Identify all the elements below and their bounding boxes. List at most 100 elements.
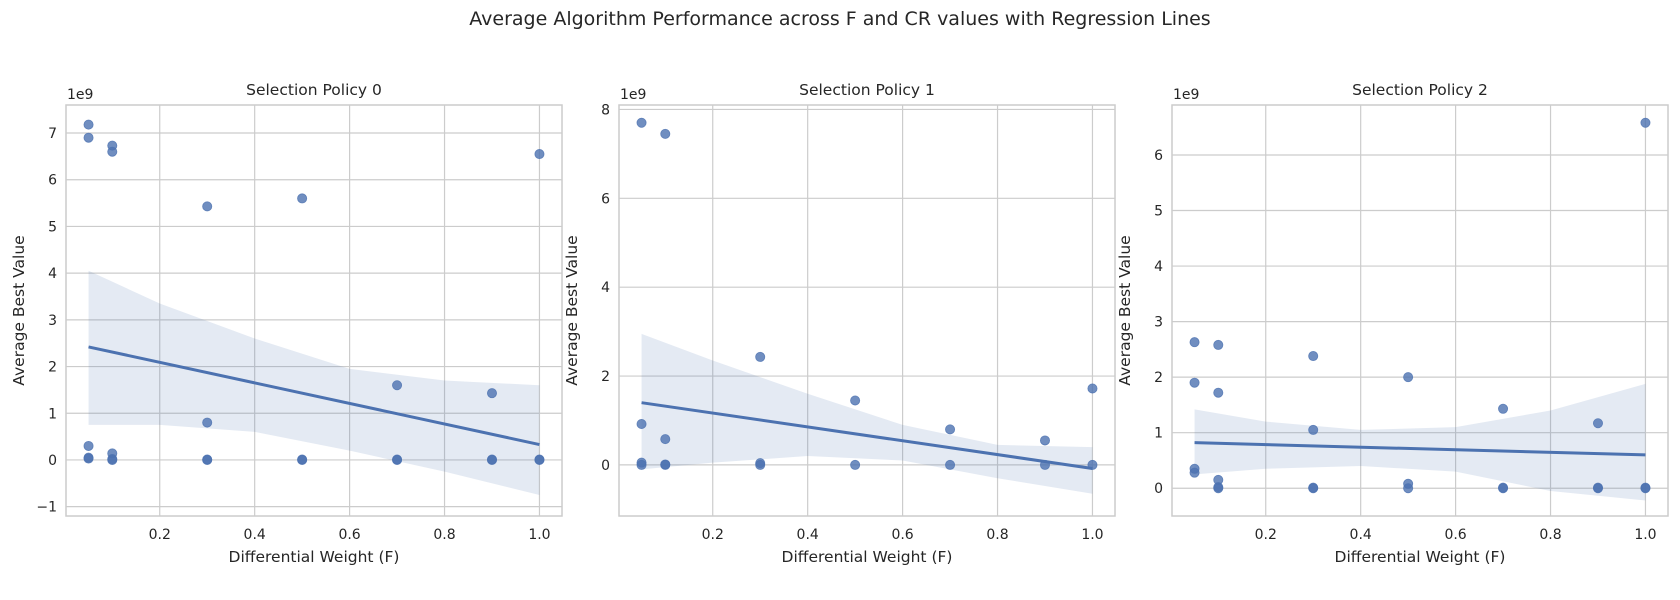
data-point xyxy=(534,454,545,465)
y-tick-label: 2 xyxy=(601,369,610,385)
axes-frame xyxy=(1171,104,1669,517)
y-tick-label: −1 xyxy=(36,500,57,516)
data-point xyxy=(392,380,403,391)
x-tick-label: 1.0 xyxy=(528,527,550,543)
x-tick-label: 0.8 xyxy=(433,527,455,543)
data-point xyxy=(1498,403,1509,414)
data-point xyxy=(1189,377,1200,388)
data-point xyxy=(297,454,308,465)
data-point xyxy=(534,149,545,160)
y-offset-label: 1e9 xyxy=(620,87,646,103)
y-tick-label: 3 xyxy=(1154,315,1163,331)
y-tick-label: 0 xyxy=(48,453,57,469)
y-tick-label: 6 xyxy=(1154,148,1163,164)
subplot-1: 0.2 0.4 0.6 0.8 1.0 0 2 4 6 8 1e9 Selection Policy … xyxy=(563,81,1116,566)
data-point xyxy=(660,128,671,139)
data-point xyxy=(636,419,647,430)
data-point xyxy=(1640,117,1651,128)
x-tick-label: 0.4 xyxy=(1350,527,1372,543)
data-point xyxy=(202,417,213,428)
x-tick-label: 0.2 xyxy=(1255,527,1277,543)
data-point xyxy=(660,459,671,470)
y-tick-label: 4 xyxy=(48,266,57,282)
data-point xyxy=(945,459,956,470)
x-tick-label: 0.6 xyxy=(891,527,913,543)
data-point xyxy=(755,351,766,362)
y-offset-label: 1e9 xyxy=(67,87,93,103)
data-point xyxy=(1189,467,1200,478)
y-tick-label: 0 xyxy=(601,458,610,474)
subplot-2: 0.2 0.4 0.6 0.8 1.0 0 1 2 3 4 5 6 1e9 Selection Polic… xyxy=(1116,81,1669,566)
data-point xyxy=(755,459,766,470)
y-tick-label: 2 xyxy=(48,360,57,376)
axes-frame xyxy=(618,104,1116,517)
x-tick-label: 0.2 xyxy=(702,527,724,543)
data-point xyxy=(1189,337,1200,348)
subplot-title: Selection Policy 0 xyxy=(246,81,382,99)
data-point xyxy=(1308,424,1319,435)
data-point xyxy=(636,117,647,128)
data-point xyxy=(1087,383,1098,394)
x-tick-label: 1.0 xyxy=(1081,527,1103,543)
subplot-title: Selection Policy 2 xyxy=(1352,81,1488,99)
data-point xyxy=(1213,339,1224,350)
data-point xyxy=(1308,483,1319,494)
data-point xyxy=(945,424,956,435)
data-point xyxy=(1498,483,1509,494)
x-axis-label: Differential Weight (F) xyxy=(1335,548,1506,566)
y-tick-label: 1 xyxy=(1154,426,1163,442)
data-point xyxy=(1308,351,1319,362)
data-point xyxy=(636,459,647,470)
y-tick-label: 6 xyxy=(601,191,610,207)
data-point xyxy=(1640,483,1651,494)
data-point xyxy=(202,454,213,465)
confidence-band xyxy=(1194,383,1646,501)
data-point xyxy=(392,454,403,465)
data-point xyxy=(83,440,94,451)
data-point xyxy=(83,453,94,464)
y-axis-label: Average Best Value xyxy=(563,235,581,385)
confidence-band xyxy=(641,333,1093,494)
y-tick-label: 5 xyxy=(1154,204,1163,220)
data-point xyxy=(202,201,213,212)
regression-line xyxy=(641,401,1093,470)
data-point xyxy=(83,119,94,130)
y-tick-label: 6 xyxy=(48,173,57,189)
figure-title: Average Algorithm Performance across F a… xyxy=(469,8,1211,30)
regression-line xyxy=(88,345,540,447)
x-tick-label: 0.4 xyxy=(797,527,819,543)
subplot-0: 0.2 0.4 0.6 0.8 1.0 −1 0 1 2 3 4 5 6 7 1e9 Selection Po… xyxy=(10,81,563,566)
data-point xyxy=(1403,372,1414,383)
data-point xyxy=(1213,483,1224,494)
data-point xyxy=(486,388,497,399)
data-point xyxy=(1039,435,1050,446)
data-point xyxy=(83,132,94,143)
subplot-title: Selection Policy 1 xyxy=(799,81,935,99)
y-axis-label: Average Best Value xyxy=(1116,235,1134,385)
x-tick-label: 0.4 xyxy=(244,527,266,543)
x-axis-label: Differential Weight (F) xyxy=(782,548,953,566)
y-tick-label: 4 xyxy=(601,280,610,296)
data-point xyxy=(850,395,861,406)
data-point xyxy=(486,454,497,465)
data-point xyxy=(850,459,861,470)
x-axis-label: Differential Weight (F) xyxy=(229,548,400,566)
y-axis-label: Average Best Value xyxy=(10,235,28,385)
data-point xyxy=(297,193,308,204)
data-point xyxy=(107,146,118,157)
axes-frame xyxy=(65,104,563,517)
x-tick-label: 1.0 xyxy=(1634,527,1656,543)
y-tick-label: 0 xyxy=(1154,481,1163,497)
y-tick-label: 4 xyxy=(1154,259,1163,275)
x-tick-label: 0.8 xyxy=(1539,527,1561,543)
y-tick-label: 8 xyxy=(601,102,610,118)
data-point xyxy=(660,434,671,445)
y-tick-label: 2 xyxy=(1154,370,1163,386)
data-point xyxy=(107,454,118,465)
x-tick-label: 0.8 xyxy=(986,527,1008,543)
y-tick-label: 3 xyxy=(48,313,57,329)
x-tick-label: 0.2 xyxy=(149,527,171,543)
y-tick-label: 1 xyxy=(48,406,57,422)
confidence-band xyxy=(88,270,540,495)
